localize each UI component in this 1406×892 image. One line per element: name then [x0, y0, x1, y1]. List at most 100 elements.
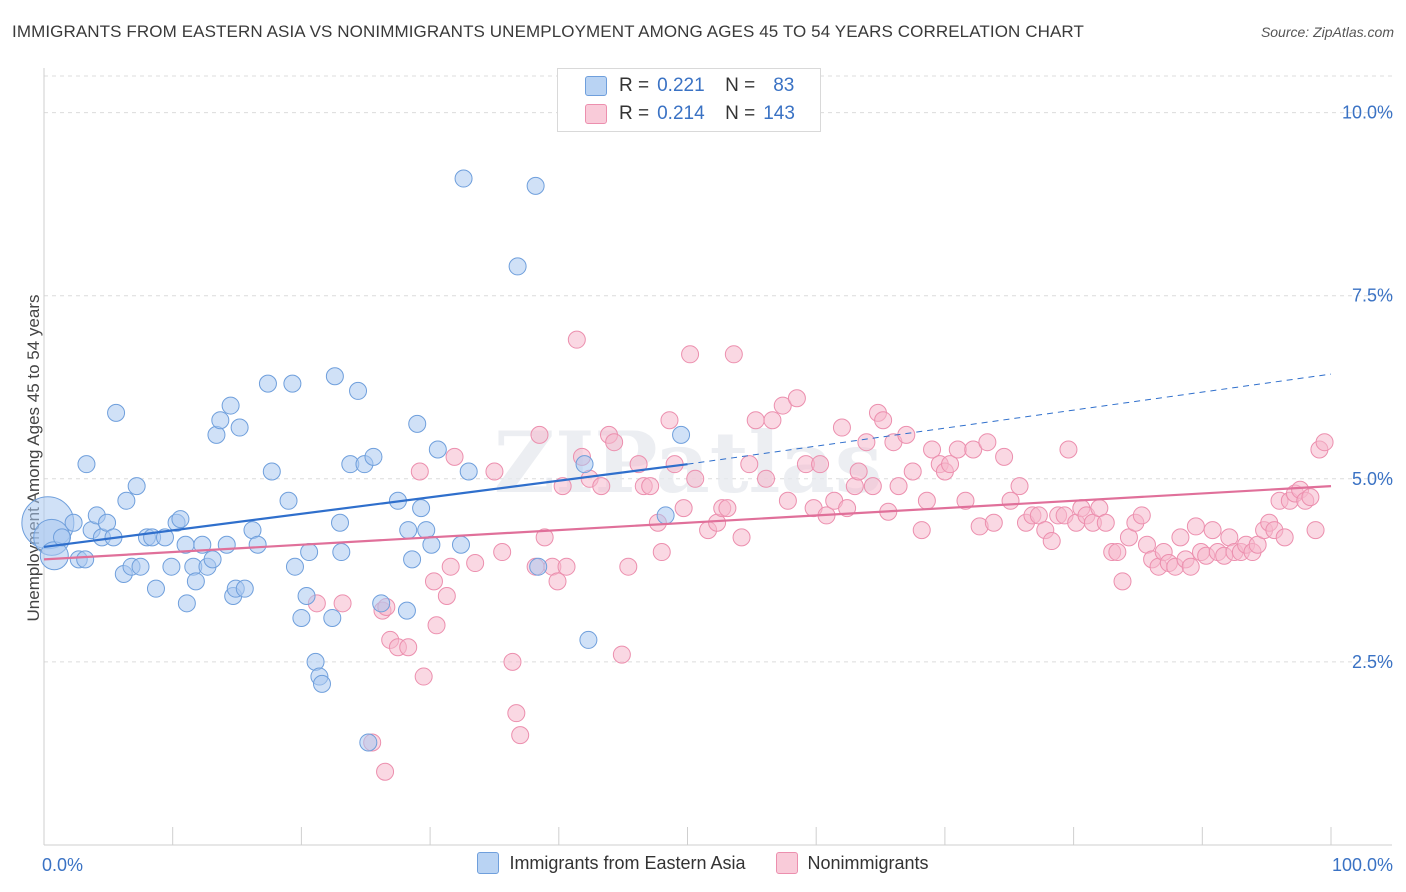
- legend-swatch-pink: [775, 852, 798, 874]
- point-nonimmigrants: [964, 440, 983, 459]
- point-nonimmigrants: [592, 477, 611, 496]
- point-nonimmigrants: [1059, 440, 1078, 459]
- point-immigrants: [203, 550, 222, 569]
- point-nonimmigrants: [605, 433, 624, 452]
- point-nonimmigrants: [740, 455, 759, 474]
- point-nonimmigrants: [511, 726, 530, 745]
- point-immigrants: [412, 499, 431, 518]
- point-immigrants: [575, 455, 594, 474]
- point-immigrants: [672, 425, 691, 444]
- point-nonimmigrants: [535, 528, 554, 547]
- point-nonimmigrants: [1108, 543, 1127, 562]
- point-immigrants: [297, 586, 316, 605]
- point-nonimmigrants: [612, 645, 631, 664]
- point-nonimmigrants: [548, 572, 567, 591]
- legend-n-label: N =: [725, 75, 756, 96]
- legend-item-nonimmigrants[interactable]: Nonimmigrants: [775, 852, 929, 874]
- point-immigrants: [221, 396, 240, 415]
- point-immigrants: [331, 513, 350, 532]
- legend-row-pink: R = 0.214 N = 143: [558, 100, 795, 128]
- point-nonimmigrants: [376, 762, 395, 781]
- point-immigrants: [117, 491, 136, 510]
- point-nonimmigrants: [763, 411, 782, 430]
- point-nonimmigrants: [1132, 506, 1151, 525]
- point-immigrants: [177, 594, 196, 613]
- point-immigrants: [127, 477, 146, 496]
- point-immigrants: [422, 535, 441, 554]
- point-nonimmigrants: [641, 477, 660, 496]
- point-immigrants: [53, 528, 72, 547]
- point-nonimmigrants: [1096, 513, 1115, 532]
- legend-item-immigrants[interactable]: Immigrants from Eastern Asia: [477, 852, 746, 874]
- point-immigrants: [397, 601, 416, 620]
- point-immigrants: [508, 257, 527, 276]
- point-nonimmigrants: [567, 330, 586, 349]
- point-immigrants: [146, 579, 165, 598]
- point-immigrants: [349, 381, 368, 400]
- point-nonimmigrants: [1315, 433, 1334, 452]
- point-nonimmigrants: [1203, 521, 1222, 540]
- point-nonimmigrants: [912, 521, 931, 540]
- point-immigrants: [283, 374, 302, 393]
- point-immigrants: [211, 411, 230, 430]
- point-immigrants: [529, 557, 548, 576]
- point-immigrants: [258, 374, 277, 393]
- point-nonimmigrants: [724, 345, 743, 364]
- point-immigrants: [292, 608, 311, 627]
- point-nonimmigrants: [686, 469, 705, 488]
- point-immigrants: [526, 176, 545, 195]
- point-immigrants: [262, 462, 281, 481]
- point-immigrants: [193, 535, 212, 554]
- point-nonimmigrants: [441, 557, 460, 576]
- point-immigrants: [230, 418, 249, 437]
- point-nonimmigrants: [652, 543, 671, 562]
- point-immigrants: [186, 572, 205, 591]
- point-immigrants: [285, 557, 304, 576]
- chart-title: IMMIGRANTS FROM EASTERN ASIA VS NONIMMIG…: [12, 22, 1084, 41]
- point-nonimmigrants: [1171, 528, 1190, 547]
- point-immigrants: [312, 674, 331, 693]
- point-nonimmigrants: [1181, 557, 1200, 576]
- y-tick-label: 2.5%: [1352, 652, 1393, 672]
- legend-swatch-blue: [585, 76, 607, 96]
- point-nonimmigrants: [1306, 521, 1325, 540]
- point-nonimmigrants: [437, 586, 456, 605]
- point-nonimmigrants: [507, 704, 526, 723]
- y-tick-label: 7.5%: [1352, 286, 1393, 306]
- point-immigrants: [372, 594, 391, 613]
- point-nonimmigrants: [414, 667, 433, 686]
- point-nonimmigrants: [778, 491, 797, 510]
- legend-n-label: N =: [725, 103, 756, 124]
- point-immigrants: [656, 506, 675, 525]
- point-immigrants: [64, 513, 83, 532]
- point-nonimmigrants: [619, 557, 638, 576]
- source-label: Source: ZipAtlas.com: [1260, 24, 1394, 40]
- x-tick-label-max: 100.0%: [1332, 855, 1393, 875]
- point-nonimmigrants: [811, 455, 830, 474]
- point-nonimmigrants: [424, 572, 443, 591]
- point-immigrants: [235, 579, 254, 598]
- legend-label-immigrants: Immigrants from Eastern Asia: [509, 852, 746, 873]
- point-nonimmigrants: [503, 652, 522, 671]
- trendline-immigrants: [43, 463, 688, 549]
- legend-r-value: 0.221: [657, 75, 705, 96]
- point-nonimmigrants: [941, 455, 960, 474]
- point-nonimmigrants: [1186, 517, 1205, 536]
- point-nonimmigrants: [445, 447, 464, 466]
- point-immigrants: [325, 367, 344, 386]
- point-nonimmigrants: [857, 433, 876, 452]
- point-nonimmigrants: [849, 462, 868, 481]
- point-immigrants: [279, 491, 298, 510]
- legend-r-label: R =: [619, 103, 650, 124]
- point-nonimmigrants: [874, 411, 893, 430]
- point-nonimmigrants: [1042, 532, 1061, 551]
- point-nonimmigrants: [674, 499, 693, 518]
- point-nonimmigrants: [493, 543, 512, 562]
- point-nonimmigrants: [1001, 491, 1020, 510]
- y-tick-label: 5.0%: [1352, 469, 1393, 489]
- point-nonimmigrants: [399, 638, 418, 657]
- point-immigrants: [155, 528, 174, 547]
- point-immigrants: [248, 535, 267, 554]
- point-nonimmigrants: [660, 411, 679, 430]
